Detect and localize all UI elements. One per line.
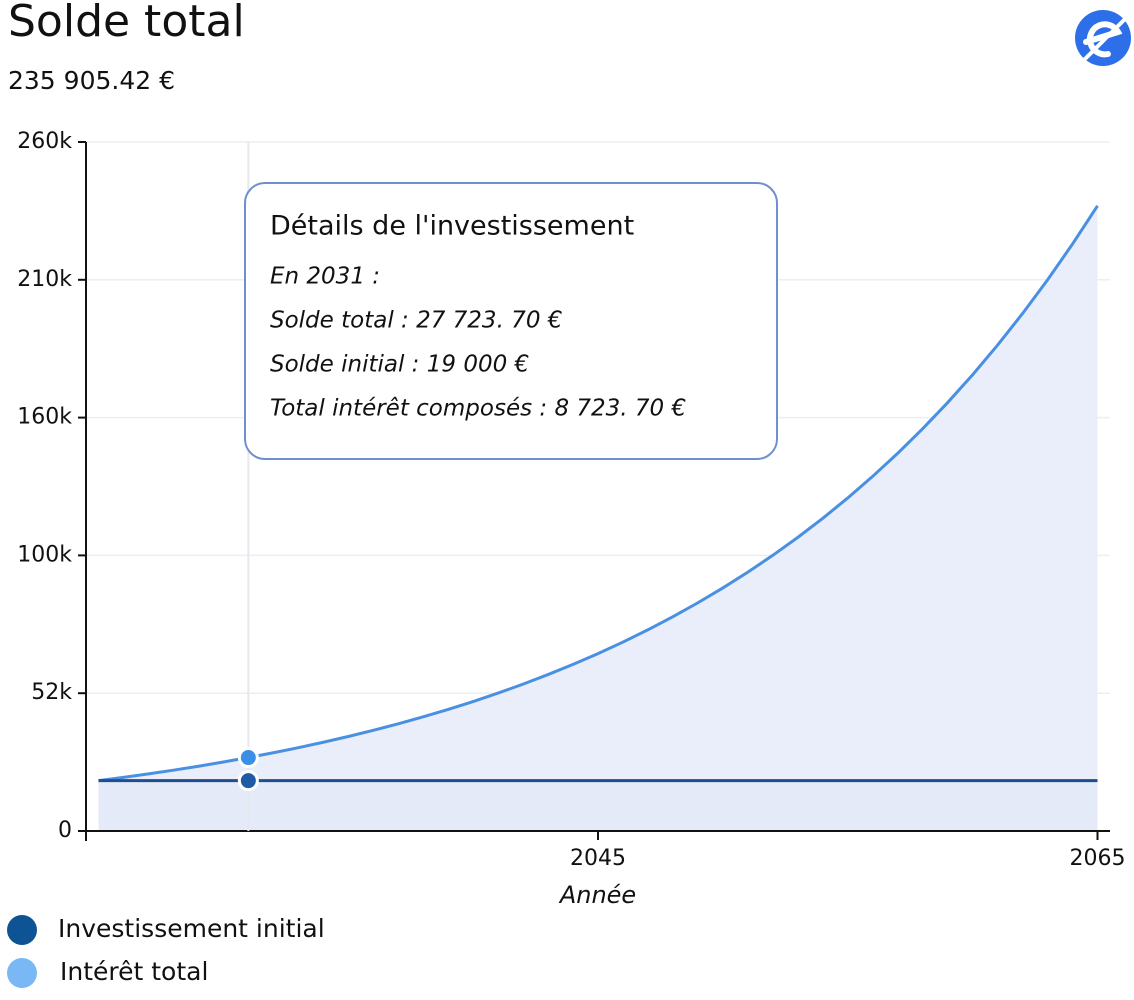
tooltip-box — [244, 182, 778, 460]
tooltip-line: Solde total : 27 723. 70 € — [270, 308, 562, 334]
tooltip-line: Total intérêt composés : 8 723. 70 € — [270, 396, 686, 422]
legend-label: Intérêt total — [60, 957, 208, 986]
area — [98, 205, 1098, 831]
y-tick-label: 260k — [17, 129, 72, 154]
hover-point — [237, 747, 259, 769]
legend-label: Investissement initial — [58, 914, 325, 943]
page-title: Solde total — [8, 0, 245, 47]
x-axis-label: Année — [558, 881, 636, 909]
y-tick-label: 100k — [17, 542, 72, 567]
hover-point — [237, 770, 259, 792]
y-tick-label: 0 — [58, 818, 72, 843]
y-tick-label: 52k — [31, 680, 72, 705]
area — [98, 780, 1098, 831]
logo — [1075, 10, 1131, 66]
x-tick-label: 2065 — [1070, 846, 1126, 871]
line — [98, 205, 1099, 783]
y-tick-label: 210k — [17, 267, 72, 292]
balance: 235 905.42 € — [8, 66, 175, 95]
y-tick-label: 160k — [17, 405, 72, 430]
tooltip-line: Solde initial : 19 000 € — [270, 352, 529, 378]
tooltip-title: Détails de l'investissement — [270, 211, 634, 242]
legend-swatch — [7, 915, 37, 945]
legend-swatch — [7, 958, 37, 988]
x-tick-label: 2045 — [570, 846, 626, 871]
tooltip-line: En 2031 : — [270, 264, 380, 290]
